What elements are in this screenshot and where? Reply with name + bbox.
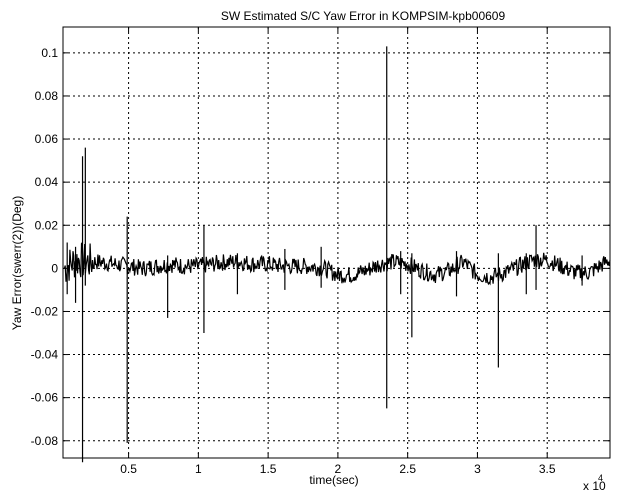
x-axis-label: time(sec) [309,473,358,487]
y-tick-label: 0.08 [35,89,59,103]
y-tick-label: -0.08 [31,434,59,448]
x-tick-label: 2.5 [399,462,416,476]
y-tick-label: 0 [51,261,58,275]
axis-ticks [63,27,610,458]
chart-title: SW Estimated S/C Yaw Error in KOMPSIM-kp… [221,9,506,23]
y-tick-label: 0.04 [35,175,59,189]
y-tick-label: 0.06 [35,132,59,146]
y-tick-label: -0.06 [31,391,59,405]
y-tick-label: 0.1 [41,46,58,60]
y-tick-labels: 0.1 0.08 0.06 0.04 0.02 0 -0.02 -0.04 -0.06 -0.08 [31,46,59,448]
x-tick-labels: 0.5 1 1.5 2 2.5 3 3.5 [120,462,556,476]
y-tick-label: -0.04 [31,348,59,362]
y-tick-label: -0.02 [31,304,59,318]
x-multiplier-exponent: 4 [598,473,603,483]
x-multiplier-label: x 10 [583,479,606,493]
plot-frame [62,26,611,459]
yaw-error-trace [63,241,611,286]
x-tick-label: 1.5 [260,462,277,476]
x-tick-label: 3 [474,462,481,476]
x-tick-label: 0.5 [120,462,137,476]
y-tick-label: 0.02 [35,218,59,232]
x-tick-label: 1 [195,462,202,476]
y-axis-label: Yaw Error(swerr(2))(Deg) [10,196,24,330]
x-tick-label: 2 [335,462,342,476]
yaw-error-series [63,46,611,463]
x-tick-label: 3.5 [539,462,556,476]
